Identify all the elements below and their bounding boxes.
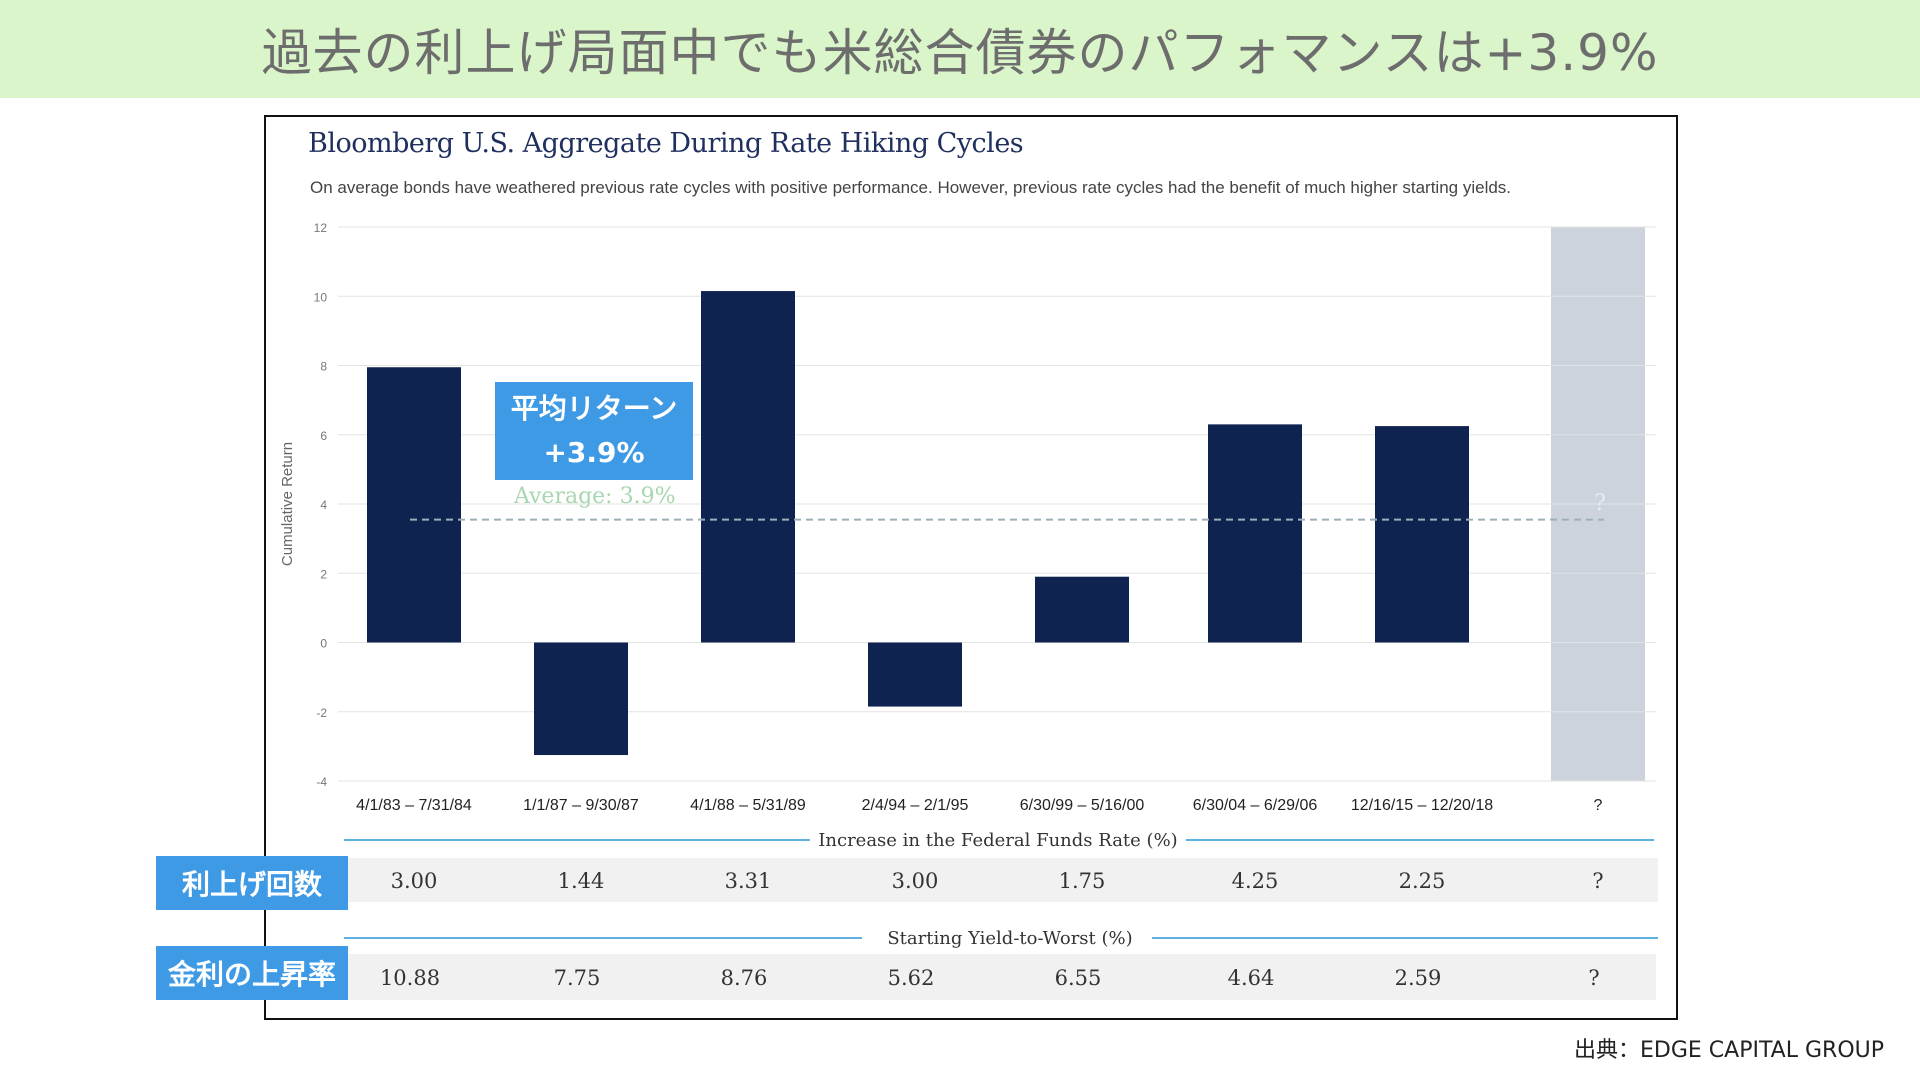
- category-label: 6/30/99 – 5/16/00: [1020, 797, 1145, 814]
- category-label: 1/1/87 – 9/30/87: [523, 797, 639, 814]
- category-label: 2/4/94 – 2/1/95: [862, 797, 969, 814]
- fed-funds-row: [348, 858, 1658, 902]
- bar-2: [534, 642, 628, 756]
- yield-value: 7.75: [554, 966, 601, 990]
- banner-title: 過去の利上げ局面中でも米総合債券のパフォマンスは+3.9%: [261, 24, 1659, 82]
- rate-increase-tag: 金利の上昇率: [156, 946, 348, 1000]
- fed-funds-value: 3.00: [892, 869, 939, 893]
- y-tick-label: 4: [320, 498, 327, 512]
- category-label: 6/30/04 – 6/29/06: [1193, 797, 1318, 814]
- category-label: 4/1/88 – 5/31/89: [690, 797, 806, 814]
- bar-5: [1035, 576, 1129, 643]
- yield-row: [348, 954, 1656, 1000]
- fed-funds-value: 2.25: [1399, 869, 1446, 893]
- y-tick-label: 0: [320, 637, 327, 651]
- average-return-tag-line2: +3.9%: [543, 436, 645, 469]
- y-tick-label: -4: [316, 775, 327, 789]
- fed-funds-value: 1.75: [1059, 869, 1106, 893]
- chart-subtitle: On average bonds have weathered previous…: [310, 178, 1512, 197]
- yield-value: 4.64: [1228, 966, 1275, 990]
- fed-funds-value: 3.00: [391, 869, 438, 893]
- fed-funds-value: 1.44: [558, 869, 605, 893]
- y-tick-label: 10: [314, 290, 328, 304]
- average-label: Average: 3.9%: [513, 484, 675, 509]
- fed-funds-value: ?: [1592, 869, 1603, 893]
- category-label: ?: [1594, 797, 1603, 814]
- average-return-tag: 平均リターン +3.9%: [495, 382, 693, 480]
- bar-3: [701, 291, 795, 643]
- source-note: 出典：EDGE CAPITAL GROUP: [1574, 1038, 1884, 1063]
- fed-funds-value: 3.31: [725, 869, 772, 893]
- average-return-tag-line1: 平均リターン: [510, 392, 678, 425]
- rate-hike-count-tag: 利上げ回数: [156, 856, 348, 910]
- bar-1: [367, 367, 461, 643]
- y-tick-label: 6: [320, 429, 327, 443]
- category-label: 12/16/15 – 12/20/18: [1351, 797, 1493, 814]
- chart-title: Bloomberg U.S. Aggregate During Rate Hik…: [308, 128, 1024, 159]
- yield-value: 2.59: [1395, 966, 1442, 990]
- fed-funds-value: 4.25: [1232, 869, 1279, 893]
- yield-header: Starting Yield-to-Worst (%): [887, 928, 1132, 949]
- yield-value: 10.88: [380, 966, 440, 990]
- yield-value: ?: [1588, 966, 1599, 990]
- yield-value: 8.76: [721, 966, 768, 990]
- y-tick-label: -2: [316, 706, 327, 720]
- title-banner: 過去の利上げ局面中でも米総合債券のパフォマンスは+3.9%: [0, 0, 1920, 98]
- y-tick-label: 2: [320, 567, 327, 581]
- yield-value: 5.62: [888, 966, 935, 990]
- fed-funds-header: Increase in the Federal Funds Rate (%): [818, 830, 1177, 851]
- y-axis-label: Cumulative Return: [279, 442, 296, 566]
- future-question-mark: ?: [1594, 491, 1606, 516]
- yield-value: 6.55: [1055, 966, 1102, 990]
- y-tick-label: 12: [314, 221, 328, 235]
- bar-6: [1208, 424, 1302, 643]
- bar-4: [868, 642, 962, 707]
- bar-7: [1375, 426, 1469, 643]
- y-tick-label: 8: [320, 360, 327, 374]
- category-label: 4/1/83 – 7/31/84: [356, 797, 472, 814]
